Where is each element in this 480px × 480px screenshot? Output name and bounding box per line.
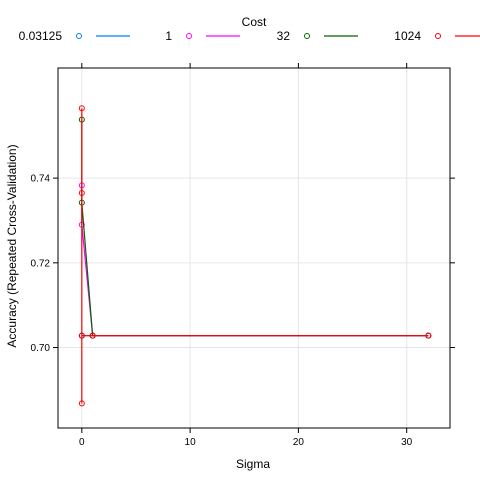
series-layer xyxy=(78,105,432,407)
plot-frame xyxy=(57,67,451,429)
legend-title: Cost xyxy=(242,15,267,29)
plot-background xyxy=(58,68,450,428)
legend-label: 0.03125 xyxy=(19,29,63,43)
legend-item: 0.03125 xyxy=(19,29,130,43)
legend-label: 1 xyxy=(165,29,172,43)
axes: 0 10 20 30 0.70 0.72 0.74 xyxy=(31,63,455,448)
x-tick-label: 20 xyxy=(293,437,305,448)
legend-label: 1024 xyxy=(394,29,421,43)
data-point xyxy=(425,332,432,339)
legend-marker xyxy=(76,33,82,39)
legend-item: 1024 xyxy=(394,29,480,43)
legend-label: 32 xyxy=(277,29,291,43)
legend-item: 1 xyxy=(165,29,240,43)
y-tick-label: 0.74 xyxy=(31,174,51,185)
legend-marker xyxy=(304,33,310,39)
y-tick-label: 0.70 xyxy=(31,343,51,354)
x-tick-label: 30 xyxy=(401,437,413,448)
x-tick-label: 0 xyxy=(79,437,85,448)
series-line xyxy=(81,108,429,404)
x-axis-label: Sigma xyxy=(236,457,270,471)
x-tick-label: 10 xyxy=(185,437,197,448)
y-tick-label: 0.72 xyxy=(31,258,51,269)
legend-item: 32 xyxy=(277,29,358,43)
data-point xyxy=(78,400,85,407)
data-point xyxy=(78,105,85,112)
data-point xyxy=(78,189,85,196)
legend-marker xyxy=(186,33,192,39)
data-point xyxy=(89,332,96,339)
legend-marker xyxy=(435,33,441,39)
y-axis-label: Accuracy (Repeated Cross-Validation) xyxy=(5,144,19,347)
data-point xyxy=(78,332,85,339)
series-1024 xyxy=(78,105,432,407)
legend: 0.03125 1 32 1024 xyxy=(19,29,480,43)
